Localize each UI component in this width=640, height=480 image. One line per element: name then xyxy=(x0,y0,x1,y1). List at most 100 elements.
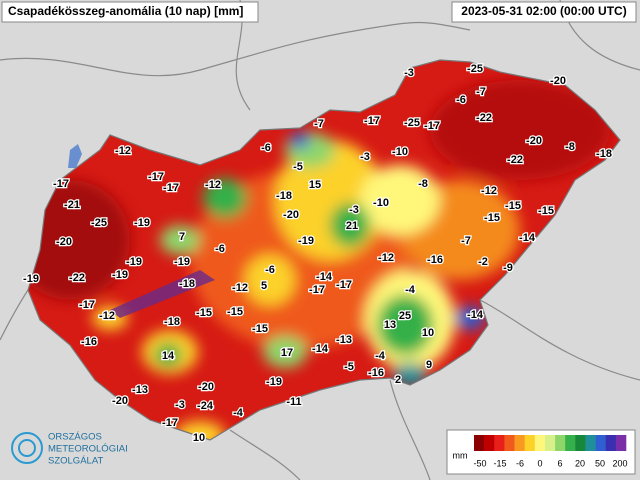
station-value: -7 xyxy=(476,86,486,98)
station-value: -17 xyxy=(309,284,325,296)
station-value: -22 xyxy=(69,272,85,284)
station-value: -18 xyxy=(276,190,292,202)
legend-tick-label: 0 xyxy=(537,458,542,468)
legend-swatch xyxy=(575,435,586,451)
title: Csapadékösszeg-anomália (10 nap) [mm] xyxy=(8,4,243,18)
station-value: -19 xyxy=(298,235,314,247)
legend-tick-label: 6 xyxy=(557,458,562,468)
station-value: -12 xyxy=(115,145,131,157)
station-value: -8 xyxy=(565,141,575,153)
station-value: 15 xyxy=(309,179,321,191)
legend-swatch xyxy=(555,435,566,451)
station-value: -9 xyxy=(503,262,513,274)
station-value: -15 xyxy=(196,307,212,319)
station-value: -13 xyxy=(336,334,352,346)
station-value: -4 xyxy=(375,350,386,362)
station-value: -13 xyxy=(132,384,148,396)
station-value: -17 xyxy=(336,279,352,291)
station-value: -4 xyxy=(405,284,416,296)
timestamp-box xyxy=(451,1,637,23)
station-value: -6 xyxy=(456,94,466,106)
station-value: -14 xyxy=(467,309,484,321)
legend-tick-label: -50 xyxy=(473,458,486,468)
station-value: -6 xyxy=(261,142,271,154)
station-value: -14 xyxy=(519,232,536,244)
logo-text: METEOROLÓGIAI xyxy=(48,444,128,455)
station-value: -5 xyxy=(344,361,354,373)
station-value: -17 xyxy=(79,299,95,311)
legend-swatch xyxy=(544,435,556,451)
station-value: -7 xyxy=(461,235,471,247)
station-value: -18 xyxy=(179,278,195,290)
logo-icon xyxy=(11,432,43,464)
station-value: -12 xyxy=(232,282,248,294)
legend-swatch xyxy=(534,435,546,451)
legend-swatch xyxy=(585,435,596,451)
station-value: -20 xyxy=(526,135,542,147)
station-value: -15 xyxy=(538,205,554,217)
legend-tick-label: 200 xyxy=(612,458,627,468)
logo-text: SZOLGÁLAT xyxy=(48,456,103,467)
station-value: -14 xyxy=(312,343,329,355)
station-value: -17 xyxy=(364,115,380,127)
station-value: -19 xyxy=(134,217,150,229)
station-value: -20 xyxy=(550,75,566,87)
station-value: -15 xyxy=(227,306,243,318)
station-value: -5 xyxy=(293,161,303,173)
legend-unit: mm xyxy=(453,450,468,460)
legend-swatch xyxy=(504,435,515,451)
legend-tick-label: 20 xyxy=(575,458,585,468)
station-value: 17 xyxy=(281,347,293,359)
station-labels: -3 -25-20-6-7-17 -25 -17-22-7-12 -6-3 -10-20-… xyxy=(22,62,613,446)
station-value: -17 xyxy=(162,417,178,429)
station-value: -3 xyxy=(360,151,370,163)
station-value: 10 xyxy=(422,327,434,339)
station-value: 5 xyxy=(261,280,267,292)
station-value: 7 xyxy=(179,231,185,243)
station-value: -3 xyxy=(404,67,414,79)
lake xyxy=(68,144,82,168)
station-value: -25 xyxy=(91,217,107,229)
station-value: 25 xyxy=(399,310,411,322)
legend-swatch xyxy=(514,435,525,451)
logo: ORSZÁGOS METEOROLÓGIAI SZOLGÁLAT xyxy=(11,432,128,467)
station-value: -17 xyxy=(53,178,69,190)
legend-swatch xyxy=(595,435,607,451)
station-value: -16 xyxy=(427,254,443,266)
station-value: -25 xyxy=(467,63,483,75)
station-value: -24 xyxy=(197,400,214,412)
station-value: 9 xyxy=(426,359,432,371)
station-value: -7 xyxy=(314,118,324,130)
station-value: -12 xyxy=(205,179,221,191)
station-value: -18 xyxy=(164,316,180,328)
station-value: -12 xyxy=(378,252,394,264)
station-value: -10 xyxy=(392,146,408,158)
station-value: -17 xyxy=(148,171,164,183)
station-value: -10 xyxy=(373,197,389,209)
station-value: 21 xyxy=(346,220,358,232)
station-value: -20 xyxy=(56,236,72,248)
legend-swatch xyxy=(494,435,505,451)
station-value: -2 xyxy=(478,256,488,268)
station-value: -15 xyxy=(252,323,268,335)
station-value: -16 xyxy=(368,367,384,379)
station-value: 2 xyxy=(395,374,401,386)
station-value: -6 xyxy=(215,243,225,255)
legend-swatch xyxy=(605,435,617,451)
logo-text: ORSZÁGOS xyxy=(48,432,102,443)
station-value: -12 xyxy=(481,185,497,197)
legend-swatch xyxy=(474,435,485,451)
logo-icon xyxy=(18,439,36,457)
station-value: -18 xyxy=(596,148,612,160)
station-value: -15 xyxy=(484,212,500,224)
station-value: 13 xyxy=(384,319,396,331)
station-value: 14 xyxy=(162,350,175,362)
legend-tick-label: -6 xyxy=(516,458,524,468)
station-value: -19 xyxy=(266,376,282,388)
station-value: -19 xyxy=(174,256,190,268)
legend-swatch xyxy=(565,435,576,451)
station-value: 10 xyxy=(193,432,205,444)
timestamp: 2023-05-31 02:00 (00:00 UTC) xyxy=(461,4,626,18)
station-value: -14 xyxy=(316,271,333,283)
